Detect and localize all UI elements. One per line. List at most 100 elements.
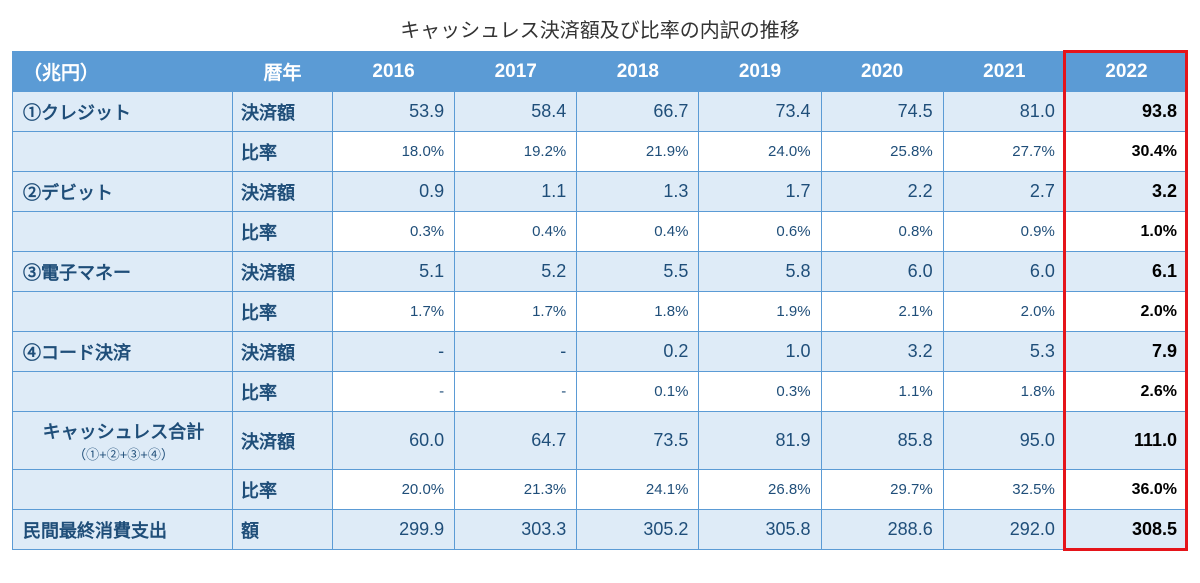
category-cell: キャッシュレス合計 （①+②+③+④）: [13, 412, 233, 470]
table-row: キャッシュレス合計 （①+②+③+④） 決済額60.064.773.581.985.…: [13, 412, 1188, 470]
category-cell: ①クレジット: [13, 92, 233, 132]
hdr-2016: 2016: [333, 52, 455, 92]
value-cell: 19.2%: [455, 132, 577, 172]
subtype-cell: 額: [233, 510, 333, 550]
value-cell: 2.2: [821, 172, 943, 212]
subtype-cell: 比率: [233, 470, 333, 510]
table-row: 比率1.7%1.7%1.8%1.9%2.1%2.0%2.0%: [13, 292, 1188, 332]
value-cell: 64.7: [455, 412, 577, 470]
value-cell: 1.0: [699, 332, 821, 372]
value-cell: 53.9: [333, 92, 455, 132]
category-cell: ②デビット: [13, 172, 233, 212]
subtype-cell: 比率: [233, 292, 333, 332]
subtype-cell: 決済額: [233, 172, 333, 212]
table-row: ④コード決済決済額--0.21.03.25.37.9: [13, 332, 1188, 372]
value-cell: 60.0: [333, 412, 455, 470]
value-cell: 1.1%: [821, 372, 943, 412]
value-cell: 21.3%: [455, 470, 577, 510]
subtype-cell: 比率: [233, 212, 333, 252]
category-label: キャッシュレス合計: [43, 422, 205, 442]
table-row: 比率18.0%19.2%21.9%24.0%25.8%27.7%30.4%: [13, 132, 1188, 172]
value-cell: -: [455, 372, 577, 412]
value-cell: 73.5: [577, 412, 699, 470]
value-cell: 1.7%: [333, 292, 455, 332]
value-cell: 85.8: [821, 412, 943, 470]
value-cell: 1.3: [577, 172, 699, 212]
hdr-2020: 2020: [821, 52, 943, 92]
subtype-cell: 決済額: [233, 252, 333, 292]
value-cell: 1.0%: [1065, 212, 1187, 252]
value-cell: 308.5: [1065, 510, 1187, 550]
value-cell: 36.0%: [1065, 470, 1187, 510]
value-cell: 7.9: [1065, 332, 1187, 372]
value-cell: -: [333, 372, 455, 412]
value-cell: 18.0%: [333, 132, 455, 172]
table-row: ②デビット決済額0.91.11.31.72.22.73.2: [13, 172, 1188, 212]
value-cell: 0.3%: [699, 372, 821, 412]
value-cell: -: [455, 332, 577, 372]
table-row: 民間最終消費支出額299.9303.3305.2305.8288.6292.03…: [13, 510, 1188, 550]
value-cell: 1.7%: [455, 292, 577, 332]
subtype-cell: 決済額: [233, 412, 333, 470]
table-row: 比率--0.1%0.3%1.1%1.8%2.6%: [13, 372, 1188, 412]
value-cell: 0.4%: [455, 212, 577, 252]
value-cell: 5.1: [333, 252, 455, 292]
value-cell: 1.1: [455, 172, 577, 212]
value-cell: 299.9: [333, 510, 455, 550]
value-cell: 5.5: [577, 252, 699, 292]
hdr-2019: 2019: [699, 52, 821, 92]
value-cell: 25.8%: [821, 132, 943, 172]
category-cell-blank: [13, 470, 233, 510]
value-cell: 73.4: [699, 92, 821, 132]
value-cell: 3.2: [821, 332, 943, 372]
value-cell: 5.3: [943, 332, 1065, 372]
subtype-cell: 比率: [233, 372, 333, 412]
value-cell: 5.8: [699, 252, 821, 292]
value-cell: 32.5%: [943, 470, 1065, 510]
value-cell: 1.8%: [577, 292, 699, 332]
value-cell: 3.2: [1065, 172, 1187, 212]
subtype-cell: 決済額: [233, 92, 333, 132]
value-cell: 24.0%: [699, 132, 821, 172]
value-cell: 6.1: [1065, 252, 1187, 292]
value-cell: 29.7%: [821, 470, 943, 510]
value-cell: -: [333, 332, 455, 372]
value-cell: 1.8%: [943, 372, 1065, 412]
value-cell: 0.9: [333, 172, 455, 212]
hdr-unit: （兆円）: [13, 52, 233, 92]
value-cell: 81.9: [699, 412, 821, 470]
value-cell: 2.0%: [943, 292, 1065, 332]
header-row: （兆円） 暦年 2016 2017 2018 2019 2020 2021 20…: [13, 52, 1188, 92]
value-cell: 0.3%: [333, 212, 455, 252]
value-cell: 27.7%: [943, 132, 1065, 172]
value-cell: 111.0: [1065, 412, 1187, 470]
value-cell: 292.0: [943, 510, 1065, 550]
value-cell: 305.8: [699, 510, 821, 550]
value-cell: 0.2: [577, 332, 699, 372]
value-cell: 93.8: [1065, 92, 1187, 132]
subtype-cell: 決済額: [233, 332, 333, 372]
hdr-yearlabel: 暦年: [233, 52, 333, 92]
value-cell: 95.0: [943, 412, 1065, 470]
value-cell: 24.1%: [577, 470, 699, 510]
value-cell: 0.8%: [821, 212, 943, 252]
value-cell: 1.7: [699, 172, 821, 212]
value-cell: 288.6: [821, 510, 943, 550]
table-row: ③電子マネー決済額5.15.25.55.86.06.06.1: [13, 252, 1188, 292]
value-cell: 20.0%: [333, 470, 455, 510]
value-cell: 66.7: [577, 92, 699, 132]
value-cell: 21.9%: [577, 132, 699, 172]
hdr-2018: 2018: [577, 52, 699, 92]
value-cell: 81.0: [943, 92, 1065, 132]
category-sublabel: （①+②+③+④）: [23, 444, 224, 463]
value-cell: 6.0: [943, 252, 1065, 292]
value-cell: 0.4%: [577, 212, 699, 252]
value-cell: 30.4%: [1065, 132, 1187, 172]
category-cell: 民間最終消費支出: [13, 510, 233, 550]
value-cell: 2.7: [943, 172, 1065, 212]
category-cell-blank: [13, 212, 233, 252]
value-cell: 58.4: [455, 92, 577, 132]
cashless-table: （兆円） 暦年 2016 2017 2018 2019 2020 2021 20…: [12, 51, 1188, 550]
category-cell-blank: [13, 132, 233, 172]
value-cell: 0.1%: [577, 372, 699, 412]
